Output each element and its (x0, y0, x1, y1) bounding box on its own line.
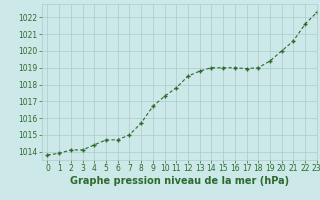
X-axis label: Graphe pression niveau de la mer (hPa): Graphe pression niveau de la mer (hPa) (70, 176, 289, 186)
